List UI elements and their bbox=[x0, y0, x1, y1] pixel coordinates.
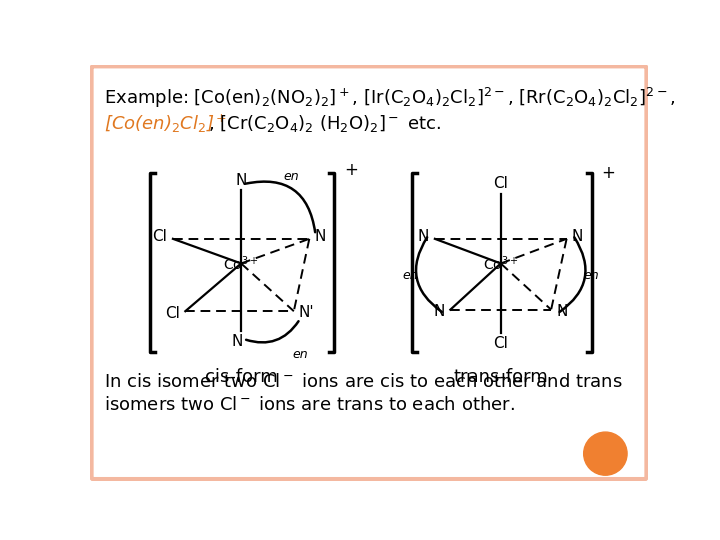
Text: cis-form: cis-form bbox=[204, 368, 277, 387]
Text: N: N bbox=[572, 229, 583, 244]
Text: N: N bbox=[433, 305, 444, 320]
Text: Cl: Cl bbox=[493, 176, 508, 191]
FancyArrowPatch shape bbox=[559, 237, 585, 312]
FancyArrowPatch shape bbox=[246, 181, 315, 232]
Text: Cl: Cl bbox=[153, 229, 167, 244]
Circle shape bbox=[584, 432, 627, 475]
FancyArrowPatch shape bbox=[416, 237, 442, 312]
Text: Cl: Cl bbox=[165, 306, 179, 321]
Text: N: N bbox=[235, 173, 247, 188]
Text: +: + bbox=[344, 160, 358, 179]
FancyArrowPatch shape bbox=[246, 321, 299, 342]
Text: N': N' bbox=[298, 305, 314, 320]
Text: N: N bbox=[418, 229, 429, 244]
Text: , [Cr(C$_2$O$_4$)$_2$ (H$_2$O)$_2$]$^-$ etc.: , [Cr(C$_2$O$_4$)$_2$ (H$_2$O)$_2$]$^-$ … bbox=[208, 112, 441, 133]
Text: +: + bbox=[601, 164, 616, 181]
Text: en: en bbox=[584, 268, 599, 281]
FancyBboxPatch shape bbox=[91, 66, 647, 479]
Text: Co$^{3+}$: Co$^{3+}$ bbox=[223, 254, 258, 273]
Text: N: N bbox=[315, 229, 326, 244]
Text: en: en bbox=[284, 170, 300, 183]
Text: Cl: Cl bbox=[493, 336, 508, 351]
Text: isomers two Cl$^-$ ions are trans to each other.: isomers two Cl$^-$ ions are trans to eac… bbox=[104, 396, 515, 414]
Text: N: N bbox=[557, 305, 567, 320]
Text: N: N bbox=[232, 334, 243, 349]
Text: Co$^{3+}$: Co$^{3+}$ bbox=[483, 254, 518, 273]
Text: en: en bbox=[292, 348, 308, 361]
Text: In cis isomer two Cl$^-$ ions are cis to each other and trans: In cis isomer two Cl$^-$ ions are cis to… bbox=[104, 373, 623, 391]
Text: Example: [Co(en)$_2$(NO$_2$)$_2$]$^+$, [Ir(C$_2$O$_4$)$_2$Cl$_2$]$^{2-}$, [Rr(C$: Example: [Co(en)$_2$(NO$_2$)$_2$]$^+$, [… bbox=[104, 86, 675, 111]
Text: trans-form: trans-form bbox=[454, 368, 548, 387]
Text: [Co(en)$_2$Cl$_2$]$^+$: [Co(en)$_2$Cl$_2$]$^+$ bbox=[104, 112, 227, 135]
Text: en: en bbox=[402, 268, 418, 281]
